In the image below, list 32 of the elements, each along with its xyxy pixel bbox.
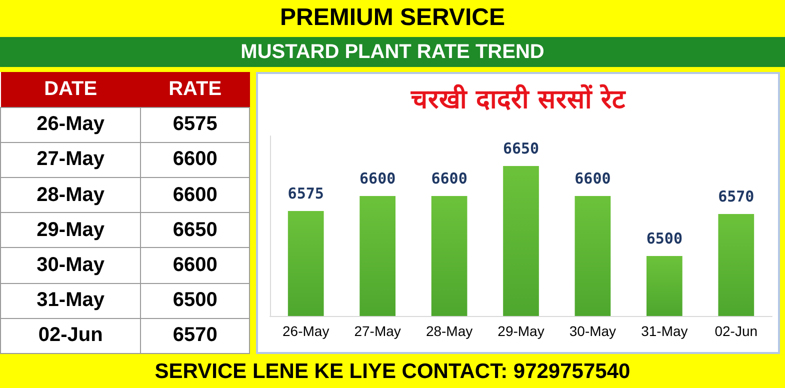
x-tick-label: 28-May <box>426 323 473 339</box>
text: PREMIUM SERVICE <box>279 3 506 33</box>
x-tick-label: 27-May <box>354 323 401 339</box>
data-label: 6650 <box>502 140 540 158</box>
x-tick-label: 31-May <box>641 323 688 339</box>
category-label: 28-May <box>0 178 141 213</box>
data-label: 6570 <box>718 188 754 206</box>
chart-subtitle: MUSTARD PLANT RATE TREND <box>0 37 785 67</box>
data-label: 6570 <box>140 318 250 354</box>
text: RATE <box>140 72 250 108</box>
category-label: 27-May <box>0 142 141 178</box>
x-tick-label: 02-Jun <box>714 323 758 339</box>
text: DATE <box>0 72 141 108</box>
data-label: 6600 <box>140 178 250 213</box>
category-label: 26-May <box>0 107 141 142</box>
x-tick-label: 26-May <box>282 323 330 339</box>
data-label: 6600 <box>140 248 250 284</box>
data-label: 6600 <box>574 170 611 188</box>
data-label: 6600 <box>360 170 396 188</box>
category-label: 30-May <box>0 248 141 284</box>
category-label: 29-May <box>0 212 141 248</box>
data-label: 6575 <box>140 107 250 142</box>
data-label: 6575 <box>288 184 324 202</box>
data-label: 6600 <box>140 142 250 178</box>
text: SERVICE LENE KE LIYE CONTACT: 9729757540 <box>154 359 632 385</box>
chart-title: चरखी दादरी सरसों रेट <box>410 84 626 115</box>
data-label: 6500 <box>646 230 682 248</box>
x-tick-label: 30-May <box>569 323 616 339</box>
data-label: 6600 <box>431 170 468 188</box>
data-label: 6650 <box>140 212 250 248</box>
data-label: 6500 <box>140 283 250 318</box>
x-tick-label: 29-May <box>498 323 544 339</box>
